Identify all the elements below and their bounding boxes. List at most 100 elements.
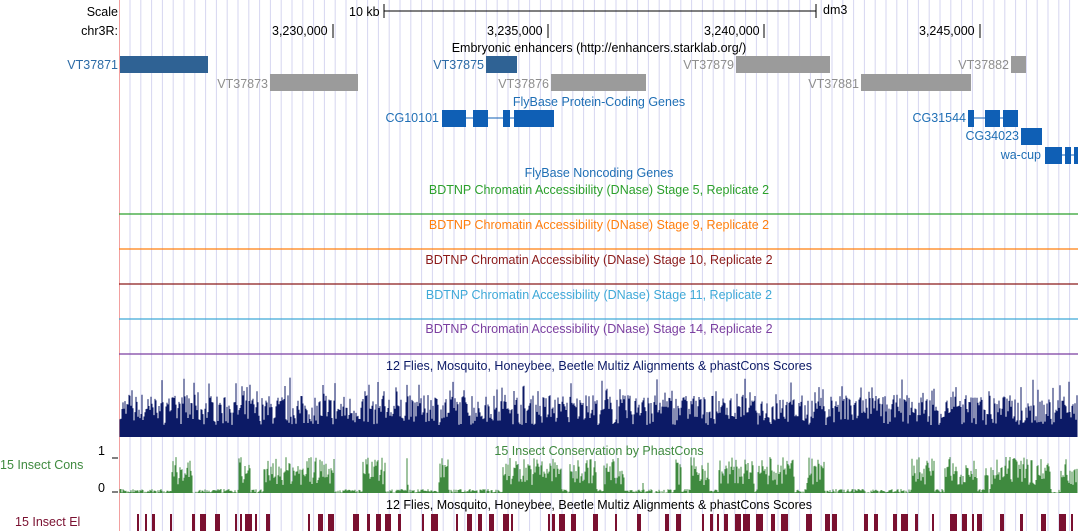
coord-label-3: 3,240,000 xyxy=(704,24,760,38)
coord-label-1: 3,230,000 xyxy=(272,24,328,38)
phastcons-axis-max: 1 xyxy=(98,444,105,458)
conserved-element xyxy=(1041,514,1046,531)
exon xyxy=(1074,147,1078,164)
gene-label-cg34023[interactable]: CG34023 xyxy=(965,129,1019,143)
conserved-element xyxy=(552,514,555,531)
gene-label-cg31544[interactable]: CG31544 xyxy=(912,111,966,125)
conserved-element xyxy=(832,514,837,531)
coord-label-2: 3,235,000 xyxy=(487,24,543,38)
enhancer-bar-vt37882 xyxy=(1011,56,1026,73)
protein-coding-track-title[interactable]: FlyBase Protein-Coding Genes xyxy=(512,95,686,109)
conserved-element xyxy=(743,514,750,531)
enhancer-label-vt37875[interactable]: VT37875 xyxy=(433,58,484,72)
conserved-element xyxy=(977,514,982,531)
exon xyxy=(503,110,510,127)
elements-side-label[interactable]: 15 Insect El xyxy=(15,515,81,529)
dnase-stage9-title[interactable]: BDTNP Chromatin Accessibility (DNase) St… xyxy=(428,218,770,232)
enhancer-features[interactable] xyxy=(120,56,1026,91)
phastcons-track-title[interactable]: 15 Insect Conservation by PhastCons xyxy=(494,444,704,458)
ruler xyxy=(332,4,981,38)
enhancer-bar-vt37875 xyxy=(486,56,517,73)
conserved-element xyxy=(511,514,513,531)
conserved-element xyxy=(710,514,713,531)
conserved-element xyxy=(825,514,830,531)
dnase-stage10-title[interactable]: BDTNP Chromatin Accessibility (DNase) St… xyxy=(425,253,773,267)
exon xyxy=(1045,147,1062,164)
conserved-element xyxy=(702,514,704,531)
enhancer-label-vt37882[interactable]: VT37882 xyxy=(958,58,1009,72)
exon xyxy=(968,110,974,127)
conserved-element xyxy=(893,514,897,531)
conserved-element xyxy=(328,514,334,531)
exon xyxy=(1021,128,1042,145)
conserved-element xyxy=(353,514,359,531)
conserved-element xyxy=(915,514,918,531)
conserved-element xyxy=(152,514,155,531)
enhancer-bar-vt37879 xyxy=(736,56,830,73)
scale-bar-text: 10 kb xyxy=(349,5,380,19)
dnase-stage14-title[interactable]: BDTNP Chromatin Accessibility (DNase) St… xyxy=(425,322,773,336)
conserved-element xyxy=(972,514,974,531)
conserved-element xyxy=(571,514,576,531)
conserved-element xyxy=(431,514,438,531)
conserved-element xyxy=(503,514,509,531)
gene-features[interactable] xyxy=(442,110,1078,164)
conserved-element xyxy=(245,514,252,531)
enhancer-bar-vt37876 xyxy=(551,74,646,91)
phastcons-wiggle[interactable] xyxy=(112,457,1078,493)
exon xyxy=(1065,147,1071,164)
conserved-element xyxy=(637,514,641,531)
conserved-element xyxy=(559,514,565,531)
enhancer-label-vt37871[interactable]: VT37871 xyxy=(67,58,118,72)
gene-label-cg10101[interactable]: CG10101 xyxy=(385,111,439,125)
gene-label-wa-cup[interactable]: wa-cup xyxy=(1000,148,1041,162)
enhancer-label-vt37873[interactable]: VT37873 xyxy=(217,77,268,91)
multiz-wiggle[interactable] xyxy=(119,377,1078,437)
conserved-element xyxy=(806,514,812,531)
conserved-element xyxy=(467,514,472,531)
noncoding-track-title[interactable]: FlyBase Noncoding Genes xyxy=(524,166,674,180)
conserved-element xyxy=(1071,514,1073,531)
exon xyxy=(442,110,466,127)
phastcons-side-label[interactable]: 15 Insect Cons xyxy=(0,458,84,472)
enhancer-label-vt37876[interactable]: VT37876 xyxy=(498,77,549,91)
chrom-label: chr3R: xyxy=(81,24,118,38)
conserved-element xyxy=(215,514,220,531)
conserved-element xyxy=(676,514,681,531)
scale-label: Scale xyxy=(86,5,118,19)
conserved-element xyxy=(771,514,775,531)
conserved-element xyxy=(735,514,741,531)
conserved-element xyxy=(781,514,788,531)
dnase-stage11-title[interactable]: BDTNP Chromatin Accessibility (DNase) St… xyxy=(425,288,773,302)
exon xyxy=(514,110,554,127)
enhancer-label-vt37881[interactable]: VT37881 xyxy=(808,77,859,91)
conserved-element xyxy=(170,514,172,531)
conserved-element xyxy=(950,514,957,531)
conserved-element xyxy=(456,514,458,531)
conserved-element xyxy=(665,514,669,531)
conserved-elements[interactable] xyxy=(137,514,1073,531)
conserved-element xyxy=(489,514,494,531)
conserved-element xyxy=(145,514,147,531)
enhancer-track-title[interactable]: Embryonic enhancers (http://enhancers.st… xyxy=(451,41,747,55)
conserved-element xyxy=(266,514,270,531)
assembly-label: dm3 xyxy=(823,3,848,17)
dnase-stage5-title[interactable]: BDTNP Chromatin Accessibility (DNase) St… xyxy=(428,183,770,197)
conserved-element xyxy=(376,514,381,531)
coord-label-4: 3,245,000 xyxy=(919,24,975,38)
conserved-element xyxy=(1020,514,1023,531)
conserved-element xyxy=(1000,514,1004,531)
phastcons-signal xyxy=(119,457,1078,493)
conserved-element xyxy=(385,514,391,531)
enhancer-label-vt37879[interactable]: VT37879 xyxy=(683,58,734,72)
phastcons-axis-min: 0 xyxy=(98,481,105,495)
exon xyxy=(985,110,1000,127)
multiz-track-title[interactable]: 12 Flies, Mosquito, Honeybee, Beetle Mul… xyxy=(386,359,812,373)
elements-track-title[interactable]: 12 Flies, Mosquito, Honeybee, Beetle Mul… xyxy=(386,498,812,512)
conserved-element xyxy=(367,514,370,531)
conserved-element xyxy=(235,514,237,531)
exon xyxy=(1003,110,1018,127)
